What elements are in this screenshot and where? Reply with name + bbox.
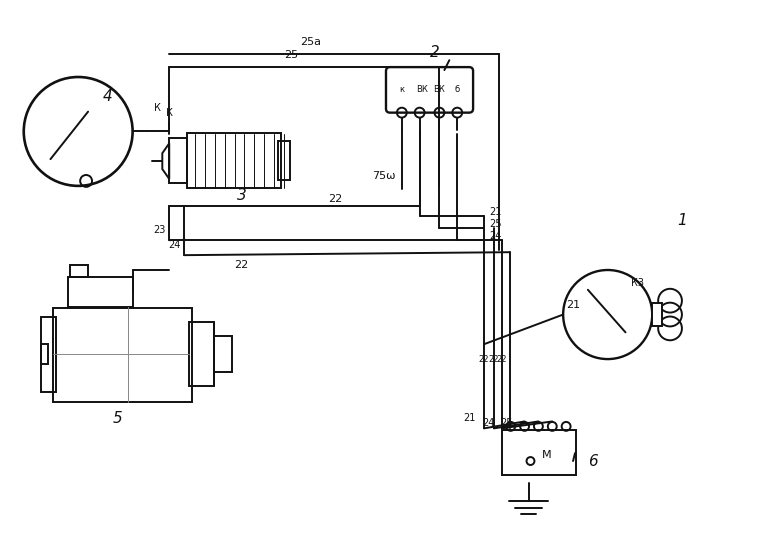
Bar [652, 302, 662, 326]
Text: 25: 25 [500, 418, 513, 428]
Text: 6: 6 [588, 453, 598, 469]
Bar [187, 134, 281, 188]
Text: К: К [154, 103, 161, 113]
Text: 21: 21 [463, 413, 475, 424]
Text: 75ω: 75ω [372, 171, 396, 181]
Text: 25а: 25а [300, 37, 321, 48]
Text: 23: 23 [153, 226, 166, 235]
Text: 2: 2 [430, 45, 440, 60]
Bar [41, 316, 56, 392]
Text: 21: 21 [490, 207, 502, 216]
Text: к: к [400, 85, 404, 94]
Text: 5: 5 [113, 411, 122, 426]
Text: 25: 25 [490, 220, 502, 229]
Bar [70, 265, 88, 277]
Text: б: б [454, 85, 460, 94]
Text: К: К [166, 108, 172, 117]
Text: 24: 24 [168, 240, 180, 250]
Text: 22: 22 [234, 260, 249, 270]
Text: 22: 22 [489, 354, 499, 364]
Bar [189, 322, 214, 386]
Bar [502, 430, 576, 475]
Bar [69, 277, 132, 307]
Bar [169, 138, 187, 183]
Bar [53, 308, 192, 401]
Bar [41, 344, 49, 364]
Text: 24: 24 [490, 232, 502, 241]
Text: 22: 22 [497, 354, 507, 364]
Text: 24: 24 [483, 418, 495, 428]
Text: 22: 22 [328, 194, 343, 204]
Text: М: М [541, 450, 551, 460]
Text: ВК: ВК [434, 85, 445, 94]
Text: 22: 22 [479, 354, 489, 364]
Text: К3: К3 [631, 278, 644, 288]
Bar [278, 141, 290, 180]
Text: 1: 1 [677, 213, 687, 228]
Text: ВК: ВК [416, 85, 427, 94]
Text: 3: 3 [236, 188, 246, 203]
Text: 21: 21 [566, 300, 580, 309]
Text: 4: 4 [103, 89, 112, 104]
Text: 25: 25 [284, 50, 298, 60]
